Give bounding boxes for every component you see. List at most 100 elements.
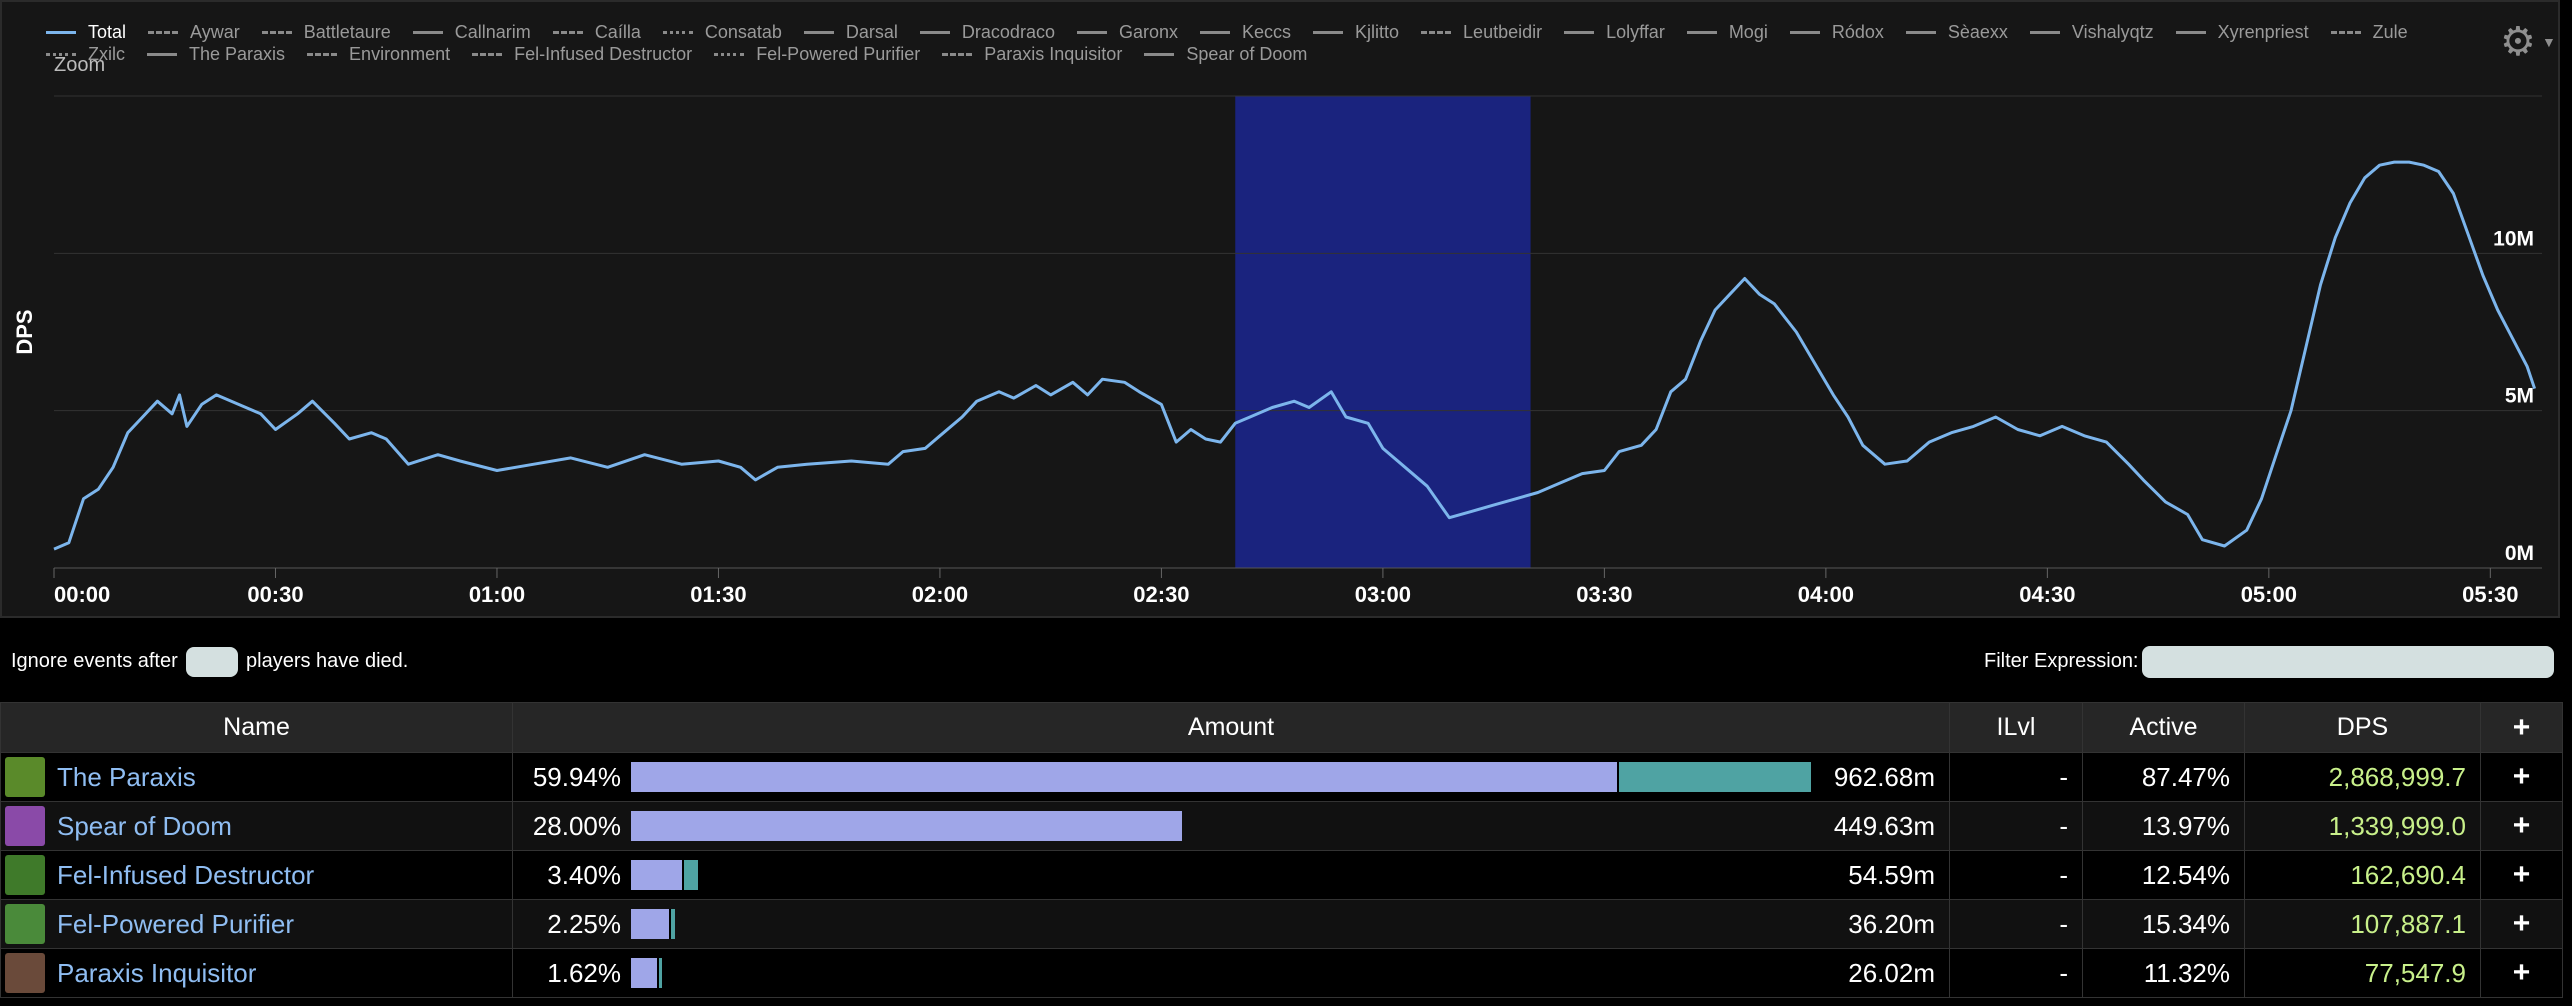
- legend-swatch: [2175, 31, 2206, 34]
- dps-chart[interactable]: 00:00 00:30 01:00 01:30 02:00 02:30 03:00 03:30…: [2, 2, 2558, 616]
- legend-item[interactable]: Xyrenpriest: [2175, 22, 2309, 43]
- expand-row-button[interactable]: +: [2480, 850, 2563, 900]
- gear-icon[interactable]: ⚙: [2500, 20, 2536, 64]
- expand-all-button[interactable]: +: [2480, 702, 2563, 753]
- expand-row-button[interactable]: +: [2480, 752, 2563, 802]
- legend-item[interactable]: Dracodraco: [919, 22, 1055, 43]
- row-name-link[interactable]: Fel-Powered Purifier: [57, 908, 294, 939]
- legend-item[interactable]: Aywar: [148, 22, 240, 43]
- expand-row-button[interactable]: +: [2480, 899, 2563, 949]
- amount-bar-track: [631, 762, 1811, 792]
- spear-icon: [5, 806, 45, 846]
- y-tick-label: 10M: [2493, 227, 2534, 250]
- legend-swatch: [1564, 31, 1595, 34]
- legend-item[interactable]: Environment: [307, 44, 450, 65]
- players-died-label: players have died.: [246, 650, 409, 672]
- column-header-name[interactable]: Name: [0, 702, 513, 753]
- row-name-link[interactable]: Spear of Doom: [57, 810, 232, 841]
- expand-row-button[interactable]: +: [2480, 801, 2563, 851]
- chevron-down-icon[interactable]: ▼: [2542, 34, 2556, 50]
- fel-purifier-icon: [5, 904, 45, 944]
- legend-item[interactable]: Leutbeidir: [1421, 22, 1542, 43]
- amount-bar-secondary: [656, 958, 662, 988]
- row-name-link[interactable]: Paraxis Inquisitor: [57, 957, 257, 988]
- y-tick-label: 0M: [2505, 542, 2534, 565]
- legend-item[interactable]: Zule: [2330, 22, 2408, 43]
- legend-swatch: [1076, 31, 1107, 34]
- legend-item[interactable]: Vishalyqtz: [2029, 22, 2154, 43]
- legend-swatch: [1686, 31, 1717, 34]
- legend-item[interactable]: Paraxis Inquisitor: [942, 44, 1122, 65]
- legend-item[interactable]: Fel-Powered Purifier: [714, 44, 920, 65]
- column-header-active[interactable]: Active: [2082, 702, 2245, 753]
- legend-item[interactable]: Caílla: [552, 22, 641, 43]
- legend-item[interactable]: Lolyffar: [1564, 22, 1665, 43]
- legend-item[interactable]: Consatab: [662, 22, 782, 43]
- name-cell: Spear of Doom: [0, 801, 513, 851]
- name-cell: Paraxis Inquisitor: [0, 948, 513, 998]
- legend-item[interactable]: Sèaexx: [1905, 22, 2008, 43]
- legend-label: Aywar: [190, 22, 240, 42]
- ilvl-cell: -: [1949, 801, 2083, 851]
- paraxis-icon: [5, 757, 45, 797]
- legend-swatch: [261, 31, 292, 34]
- x-tick-label: 05:30: [2462, 582, 2518, 607]
- legend-item[interactable]: Darsal: [803, 22, 898, 43]
- zoom-label[interactable]: Zoom: [54, 54, 106, 76]
- table-row[interactable]: Spear of Doom 28.00% 449.63m -13.97% 1,339,9…: [0, 801, 2563, 851]
- players-died-input[interactable]: [186, 647, 238, 677]
- legend-swatch: [46, 53, 76, 56]
- column-header-dps[interactable]: DPS: [2244, 702, 2481, 753]
- legend-item[interactable]: Keccs: [1200, 22, 1291, 43]
- amount-percent: 28.00%: [532, 810, 621, 841]
- ilvl-cell: -: [1949, 752, 2083, 802]
- amount-bar-track: [631, 909, 1811, 939]
- legend-item[interactable]: Total: [46, 22, 126, 43]
- active-cell: 13.97%: [2082, 801, 2245, 851]
- table-row[interactable]: Paraxis Inquisitor 1.62% 26.02m -11.32% 77,5…: [0, 948, 2563, 998]
- legend-item[interactable]: Mogi: [1686, 22, 1768, 43]
- ilvl-cell: -: [1949, 850, 2083, 900]
- legend-label: Garonx: [1118, 22, 1178, 42]
- legend-item[interactable]: Zxilc: [46, 44, 125, 65]
- legend-swatch: [1789, 31, 1820, 34]
- legend-item[interactable]: Battletaure: [261, 22, 391, 43]
- x-tick-label: 00:00: [54, 582, 110, 607]
- legend-item[interactable]: Callnarim: [412, 22, 531, 43]
- legend-label: Zxilc: [88, 44, 125, 64]
- table-row[interactable]: Fel-Infused Destructor 3.40% 54.59m -12.54%…: [0, 850, 2563, 900]
- amount-cell: 2.25% 36.20m: [512, 899, 1950, 949]
- table-row[interactable]: The Paraxis 59.94% 962.68m -87.47% 2,868,999…: [0, 752, 2563, 802]
- legend-item[interactable]: The Paraxis: [147, 44, 285, 65]
- legend-swatch: [1144, 53, 1175, 56]
- expand-row-button[interactable]: +: [2480, 948, 2563, 998]
- x-tick-label: 04:30: [2019, 582, 2075, 607]
- legend-item[interactable]: Spear of Doom: [1144, 44, 1307, 65]
- amount-value: 962.68m: [1833, 761, 1935, 792]
- ignore-events-label: Ignore events after: [11, 650, 178, 672]
- amount-bar-secondary: [668, 909, 675, 939]
- filter-expression-input[interactable]: [2142, 646, 2554, 678]
- table-row[interactable]: Fel-Powered Purifier 2.25% 36.20m -15.34% 10…: [0, 899, 2563, 949]
- amount-bar: [631, 909, 669, 939]
- legend-swatch: [919, 31, 950, 34]
- legend-label: Sèaexx: [1947, 22, 2008, 42]
- amount-bar: [631, 811, 1183, 841]
- legend-item[interactable]: Ródox: [1789, 22, 1884, 43]
- legend-item[interactable]: Fel-Infused Destructor: [472, 44, 692, 65]
- row-name-link[interactable]: Fel-Infused Destructor: [57, 859, 315, 890]
- legend-item[interactable]: Garonx: [1076, 22, 1178, 43]
- dps-cell: 77,547.9: [2244, 948, 2481, 998]
- column-header-ilvl[interactable]: ILvl: [1949, 702, 2083, 753]
- column-header-amount[interactable]: Amount: [512, 702, 1950, 753]
- legend-item[interactable]: Kjlitto: [1313, 22, 1399, 43]
- dps-cell: 162,690.4: [2244, 850, 2481, 900]
- amount-cell: 1.62% 26.02m: [512, 948, 1950, 998]
- row-name-link[interactable]: The Paraxis: [57, 761, 196, 792]
- table-body: The Paraxis 59.94% 962.68m -87.47% 2,868,999…: [0, 752, 2563, 998]
- legend-swatch: [942, 53, 973, 56]
- amount-bar: [631, 958, 657, 988]
- dps-chart-panel[interactable]: 00:00 00:30 01:00 01:30 02:00 02:30 03:00 03:30…: [0, 0, 2560, 618]
- dps-cell: 2,868,999.7: [2244, 752, 2481, 802]
- x-tick-label: 03:00: [1355, 582, 1411, 607]
